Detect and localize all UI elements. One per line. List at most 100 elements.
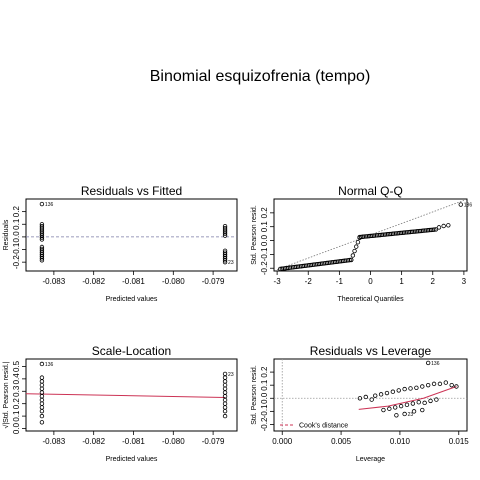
y-tick-label: 0.1: [260, 379, 269, 391]
x-tick-label: -0.081: [122, 277, 145, 286]
panel-title: Residuals vs Fitted: [81, 184, 182, 198]
data-point: [408, 386, 413, 391]
plot-frame: [25, 358, 238, 432]
x-tick-label: -0.083: [43, 277, 66, 286]
data-point: [371, 233, 377, 238]
data-point: [374, 233, 380, 238]
data-point: [393, 405, 398, 410]
data-point: [387, 231, 392, 237]
data-point: [416, 400, 421, 405]
data-point: [39, 413, 45, 419]
data-point: [347, 257, 352, 263]
data-point: [427, 227, 432, 233]
data-point: [419, 228, 424, 234]
data-point: [363, 234, 369, 239]
data-point: [416, 229, 421, 234]
data-point: [431, 381, 437, 387]
x-tick-label: -0.080: [162, 277, 185, 286]
data-point: [39, 256, 45, 261]
data-point: [39, 420, 45, 425]
data-point: [222, 375, 228, 380]
x-tick-label: -0.079: [202, 437, 225, 446]
data-point: [411, 229, 416, 234]
data-point: [441, 223, 446, 229]
data-point: [357, 396, 363, 401]
panel-title: Scale-Location: [92, 344, 171, 358]
data-point: [39, 379, 45, 384]
y-tick-label: 0.0: [260, 234, 269, 246]
data-point: [39, 401, 45, 406]
x-tick-label: -0.080: [162, 437, 185, 446]
data-point: [222, 397, 228, 403]
data-point: [39, 408, 45, 414]
point-label: 23: [408, 412, 414, 418]
x-axis-label: Predicted values: [106, 296, 158, 303]
data-point: [430, 227, 435, 232]
y-tick-label: -0.2: [260, 417, 269, 431]
data-point: [357, 234, 362, 240]
data-point: [39, 258, 45, 263]
data-point: [39, 375, 45, 380]
y-tick-label: 0.0: [12, 231, 21, 243]
data-point: [222, 390, 228, 395]
data-point: [370, 233, 375, 239]
y-tick-label: 0.0: [12, 422, 21, 434]
y-tick-label: 0.2: [260, 366, 269, 378]
x-tick-label: -0.082: [82, 437, 105, 446]
y-tick-label: 0.1: [12, 410, 21, 422]
x-tick-label: 2: [431, 277, 436, 286]
data-point: [222, 231, 228, 236]
panel-title: Residuals vs Leverage: [310, 344, 432, 358]
data-point: [222, 401, 228, 406]
data-point: [349, 257, 354, 263]
data-point: [428, 398, 433, 404]
data-point: [406, 229, 412, 235]
data-point: [398, 403, 404, 409]
figure-title: Binomial esquizofrenia (tempo): [150, 68, 371, 85]
data-point: [360, 234, 365, 239]
y-axis-label: Std. Pearson resid.: [251, 205, 258, 265]
data-point: [222, 258, 228, 263]
data-point: [222, 233, 228, 238]
data-point: [393, 231, 399, 236]
data-point: [449, 382, 454, 388]
x-axis-label: Predicted values: [106, 456, 158, 463]
panel-1: Residuals vs Fitted -0.083 -0.082 -0.081 -0.…: [3, 184, 238, 303]
y-tick-label: 0.2: [260, 207, 269, 219]
data-point: [398, 230, 404, 236]
point-label: 136: [45, 362, 54, 368]
data-point: [368, 233, 373, 239]
data-point: [384, 390, 390, 396]
y-tick-label: -0.2: [260, 261, 269, 275]
data-point: [222, 413, 228, 419]
x-tick-label: -2: [305, 277, 313, 286]
data-point: [403, 230, 408, 235]
data-point: [402, 411, 407, 417]
y-axis-label: Residuals: [3, 219, 10, 250]
data-point: [390, 389, 396, 394]
smoother-line: [25, 393, 226, 398]
data-point: [39, 235, 45, 240]
data-point: [402, 386, 407, 392]
data-point: [369, 397, 374, 402]
data-point: [39, 386, 45, 391]
x-tick-label: -3: [274, 277, 282, 286]
data-point: [394, 413, 399, 418]
y-tick-label: -0.2: [12, 255, 21, 269]
data-point: [39, 405, 45, 410]
data-point: [222, 394, 228, 399]
legend-label: Cook's distance: [299, 423, 348, 430]
data-point: [392, 231, 397, 236]
y-tick-label: 0.2: [12, 206, 21, 218]
data-point: [422, 400, 427, 406]
data-point: [396, 388, 401, 393]
data-point: [446, 223, 451, 228]
data-point: [454, 384, 459, 389]
data-point: [378, 392, 384, 397]
data-point: [405, 230, 410, 235]
y-tick-label: 0.2: [12, 398, 21, 410]
x-tick-label: -0.083: [43, 437, 66, 446]
data-point: [352, 248, 357, 254]
smoother-line: [358, 386, 457, 410]
